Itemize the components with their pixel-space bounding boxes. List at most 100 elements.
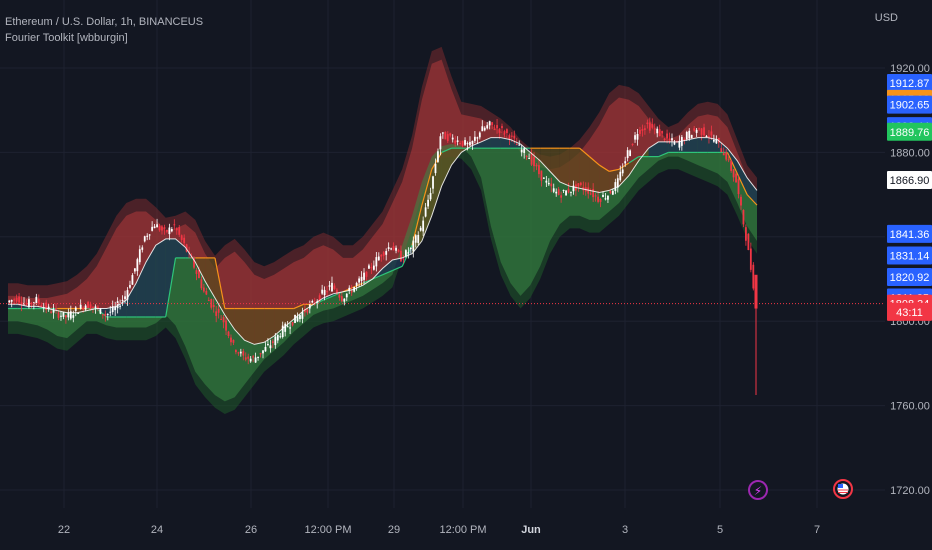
price-tag[interactable] — [887, 122, 932, 141]
dividend-event-icon[interactable] — [748, 480, 768, 500]
trend-support-fill — [441, 148, 452, 187]
candle-body — [643, 128, 646, 130]
currency-label[interactable]: USD — [874, 12, 898, 24]
support-line-segment — [579, 147, 590, 158]
candle-body — [488, 121, 491, 126]
candle-body — [631, 143, 634, 145]
candle-body — [156, 224, 158, 228]
x-tick-label: 26 — [245, 524, 257, 536]
candle-body — [742, 210, 745, 225]
trend-support-fill — [106, 306, 117, 317]
candle-body — [626, 150, 629, 159]
candle-body — [87, 301, 89, 309]
candle-body — [663, 138, 666, 140]
candle-body — [271, 341, 274, 344]
trend-support-fill — [17, 304, 28, 309]
candle-body — [74, 307, 77, 311]
indicator-title[interactable]: Fourier Toolkit [wbburgin] — [5, 32, 128, 44]
symbol-title[interactable]: Ethereum / U.S. Dollar, 1h, BINANCEUS — [5, 16, 204, 28]
price-tag[interactable] — [887, 171, 932, 190]
price-tag[interactable] — [887, 95, 932, 114]
candle-body — [281, 325, 284, 337]
candle-body — [690, 134, 693, 139]
candle-body — [651, 124, 654, 128]
candle-body — [143, 236, 146, 242]
candle-body — [483, 127, 486, 131]
candle-body — [368, 265, 370, 269]
candle-body — [493, 129, 496, 131]
candle-body — [358, 278, 360, 283]
candle-body — [614, 182, 617, 191]
trend-support-fill — [175, 238, 186, 258]
candle-body — [62, 312, 65, 317]
candle-body — [166, 230, 168, 232]
candle-body — [518, 144, 521, 146]
candle-body — [60, 315, 62, 317]
candle-body — [547, 182, 550, 185]
candle-body — [508, 135, 511, 140]
trend-support-fill — [145, 245, 156, 317]
y-tick-label: 1760.00 — [890, 401, 930, 413]
candle-body — [262, 350, 264, 354]
candle-body — [523, 148, 526, 153]
candle-body — [343, 298, 346, 302]
candle-body — [550, 183, 553, 187]
candle-body — [185, 244, 188, 252]
candle-body — [405, 250, 407, 257]
candle-body — [161, 226, 163, 231]
price-tag[interactable] — [887, 302, 932, 321]
candle-body — [220, 318, 223, 320]
candle-body — [291, 322, 294, 326]
candle-body — [437, 151, 439, 162]
candle-body — [173, 224, 176, 226]
price-tag[interactable] — [887, 246, 932, 265]
price-tag[interactable] — [887, 268, 932, 287]
trend-support-fill — [579, 148, 590, 191]
candle-body — [230, 337, 232, 343]
candle-body — [685, 132, 688, 140]
trend-support-fill — [628, 156, 639, 176]
support-line-segment — [421, 169, 433, 206]
trend-support-fill — [431, 152, 442, 216]
candle-body — [710, 131, 713, 136]
candle-body — [469, 142, 471, 146]
candle-body — [365, 271, 368, 277]
candle-body — [178, 227, 181, 235]
candle-body — [727, 159, 730, 161]
candle-body — [409, 247, 412, 250]
x-tick-label: 7 — [814, 524, 820, 536]
candle-body — [89, 304, 92, 310]
candle-body — [15, 297, 18, 302]
candle-body — [407, 252, 410, 254]
candle-body — [658, 129, 661, 137]
support-line-segment — [589, 156, 600, 166]
trend-support-fill — [224, 308, 235, 330]
candle-body — [579, 182, 582, 186]
x-tick-label: 29 — [388, 524, 400, 536]
candle-body — [722, 153, 725, 156]
candle-body — [429, 193, 432, 200]
candle-body — [616, 178, 619, 188]
support-line-segment — [598, 164, 610, 172]
candle-body — [274, 336, 277, 346]
price-tag-label: 1841.36 — [890, 229, 930, 241]
price-tag[interactable] — [887, 74, 932, 93]
candle-body — [121, 299, 124, 301]
candle-body — [412, 240, 415, 252]
trend-support-fill — [510, 139, 521, 149]
candle-body — [599, 198, 602, 202]
candle-body — [222, 316, 225, 323]
x-tick-label: 12:00 PM — [304, 524, 351, 536]
candle-body — [294, 314, 296, 323]
candle-body — [491, 122, 494, 126]
candle-body — [471, 140, 474, 145]
candle-body — [395, 247, 397, 251]
candle-body — [25, 303, 28, 305]
candle-body — [175, 228, 178, 231]
price-tag[interactable] — [887, 224, 932, 243]
y-tick-label: 1920.00 — [890, 63, 930, 75]
candle-body — [745, 227, 747, 241]
candle-body — [235, 350, 237, 353]
candle-body — [336, 289, 338, 294]
